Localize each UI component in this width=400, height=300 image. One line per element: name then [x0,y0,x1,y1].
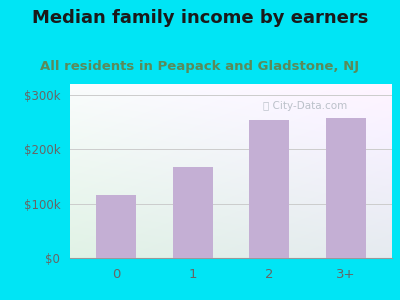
Text: All residents in Peapack and Gladstone, NJ: All residents in Peapack and Gladstone, … [40,60,360,73]
Text: Median family income by earners: Median family income by earners [32,9,368,27]
Bar [173,167,213,258]
Bar [96,196,136,258]
Bar [250,120,289,258]
Bar [326,118,366,258]
Text: ⓘ City-Data.com: ⓘ City-Data.com [263,101,348,111]
